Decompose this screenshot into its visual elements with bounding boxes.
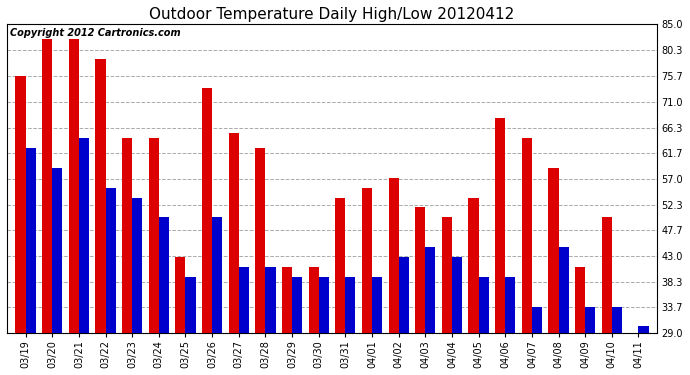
Bar <box>95 58 106 333</box>
Bar <box>452 257 462 333</box>
Bar <box>228 133 239 333</box>
Bar <box>495 118 505 333</box>
Bar <box>292 277 302 333</box>
Bar <box>52 168 62 333</box>
Bar <box>399 257 408 333</box>
Bar <box>202 88 212 333</box>
Bar <box>122 138 132 333</box>
Bar <box>212 217 222 333</box>
Bar <box>319 277 329 333</box>
Bar <box>186 277 195 333</box>
Bar <box>15 76 26 333</box>
Bar <box>308 267 319 333</box>
Bar <box>638 327 649 333</box>
Bar <box>372 277 382 333</box>
Bar <box>132 198 142 333</box>
Bar <box>79 138 89 333</box>
Bar <box>532 307 542 333</box>
Text: Copyright 2012 Cartronics.com: Copyright 2012 Cartronics.com <box>10 28 181 38</box>
Title: Outdoor Temperature Daily High/Low 20120412: Outdoor Temperature Daily High/Low 20120… <box>150 7 515 22</box>
Bar <box>69 39 79 333</box>
Bar <box>585 307 595 333</box>
Bar <box>42 39 52 333</box>
Bar <box>266 267 275 333</box>
Bar <box>602 217 612 333</box>
Bar <box>335 198 346 333</box>
Bar <box>175 257 186 333</box>
Bar <box>106 188 116 333</box>
Bar <box>282 267 292 333</box>
Bar <box>558 247 569 333</box>
Bar <box>479 277 489 333</box>
Bar <box>522 138 532 333</box>
Bar <box>26 148 36 333</box>
Bar <box>159 217 169 333</box>
Bar <box>149 138 159 333</box>
Bar <box>255 148 266 333</box>
Bar <box>505 277 515 333</box>
Bar <box>239 267 249 333</box>
Bar <box>442 217 452 333</box>
Bar <box>469 198 479 333</box>
Bar <box>415 207 425 333</box>
Bar <box>549 168 558 333</box>
Bar <box>346 277 355 333</box>
Bar <box>612 307 622 333</box>
Bar <box>425 247 435 333</box>
Bar <box>362 188 372 333</box>
Bar <box>575 267 585 333</box>
Bar <box>388 178 399 333</box>
